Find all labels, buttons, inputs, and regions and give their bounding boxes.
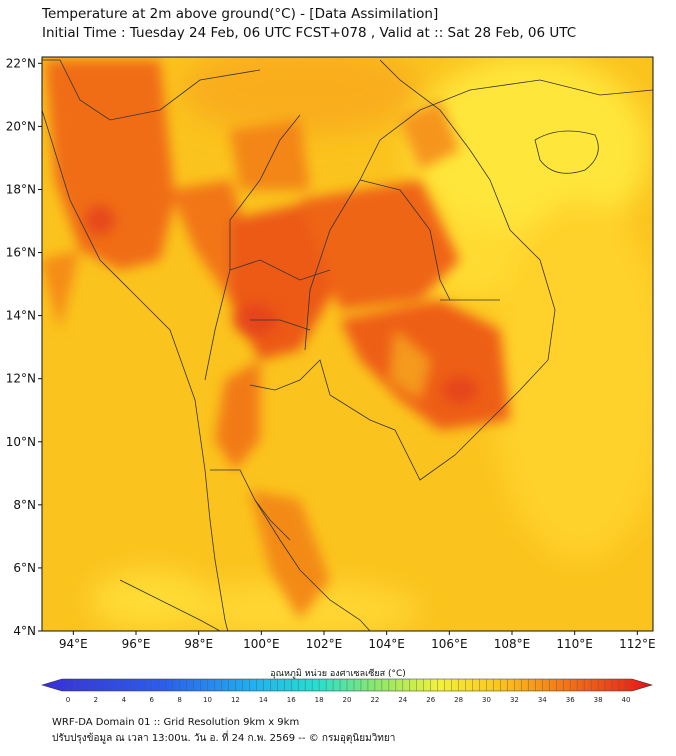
map-title: Temperature at 2m above ground(°C) - [Da… — [42, 6, 439, 22]
lat-label: 20°N — [6, 119, 36, 133]
footer-model-info: WRF-DA Domain 01 :: Grid Resolution 9km … — [52, 717, 300, 728]
lon-label: 96°E — [122, 637, 151, 651]
colorbar-tick-label: 2 — [94, 696, 98, 704]
colorbar-tick-label: 12 — [231, 696, 240, 704]
lon-label: 106°E — [431, 637, 468, 651]
colorbar-tick-label: 34 — [538, 696, 547, 704]
colorbar-tick-label: 32 — [510, 696, 519, 704]
colorbar-tick-label: 0 — [66, 696, 70, 704]
lat-label: 14°N — [6, 309, 36, 323]
colorbar-title: อุณหภูมิ หน่วย องศาเซลเซียส (°C) — [270, 669, 406, 679]
colorbar-tick-label: 14 — [259, 696, 268, 704]
lon-label: 100°E — [243, 637, 280, 651]
colorbar-tick-label: 22 — [370, 696, 379, 704]
lon-label: 112°E — [619, 637, 656, 651]
lon-label: 104°E — [368, 637, 405, 651]
lat-label: 10°N — [6, 435, 36, 449]
colorbar-tick-label: 26 — [426, 696, 435, 704]
lon-label: 98°E — [184, 637, 213, 651]
colorbar-tick-label: 18 — [315, 696, 324, 704]
lat-label: 4°N — [13, 624, 36, 638]
colorbar-tick-label: 30 — [482, 696, 491, 704]
longitude-axis: 94°E 96°E 98°E 100°E 102°E 104°E 106°E 108°E 110… — [59, 631, 656, 651]
map-subtitle: Initial Time : Tuesday 24 Feb, 06 UTC FC… — [42, 25, 577, 41]
lon-label: 94°E — [59, 637, 88, 651]
lat-label: 18°N — [6, 182, 36, 196]
lat-label: 6°N — [13, 561, 36, 575]
colorbar-tick-label: 10 — [203, 696, 212, 704]
colorbar-tick-label: 28 — [454, 696, 463, 704]
colorbar-tick-label: 38 — [594, 696, 603, 704]
colorbar-tick-label: 4 — [122, 696, 127, 704]
lon-label: 108°E — [494, 637, 531, 651]
temperature-field — [42, 57, 653, 631]
colorbar-tick-label: 24 — [398, 696, 407, 704]
colorbar: 0 2 4 6 8 10 12 14 16 18 20 22 24 26 28 30 32 34 36 38 40 — [40, 678, 654, 704]
colorbar-tick-label: 36 — [566, 696, 575, 704]
colorbar-tick-label: 16 — [287, 696, 296, 704]
colorbar-tick-label: 40 — [622, 696, 631, 704]
colorbar-tick-label: 8 — [177, 696, 181, 704]
lat-label: 16°N — [6, 246, 36, 260]
lon-label: 102°E — [306, 637, 343, 651]
colorbar-tick-label: 6 — [149, 696, 154, 704]
footer-update-info: ปรับปรุงข้อมูล ณ เวลา 13:00น. วัน อ. ที่… — [52, 733, 396, 744]
lat-label: 22°N — [6, 56, 36, 70]
plot-frame — [41, 56, 654, 632]
lat-label: 12°N — [6, 372, 36, 386]
country-borders — [42, 59, 653, 631]
latitude-axis: 22°N 20°N 18°N 16°N 14°N 12°N 10°N 8°N 6°N 4°N — [6, 56, 42, 638]
lat-label: 8°N — [13, 498, 36, 512]
colorbar-tick-label: 20 — [343, 696, 352, 704]
lon-label: 110°E — [556, 637, 593, 651]
colorbar-ticks: 0 2 4 6 8 10 12 14 16 18 20 22 24 26 28 30 32 34 36 38 40 — [66, 679, 631, 704]
